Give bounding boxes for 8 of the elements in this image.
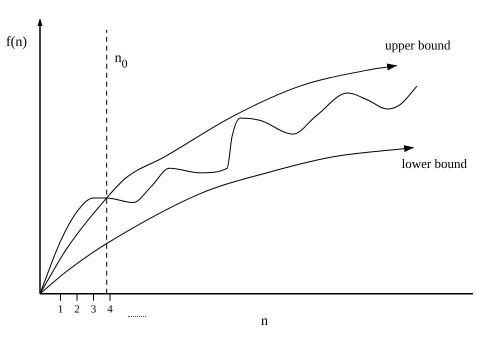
x-tick-label: 2 — [74, 303, 80, 316]
series-label: upper bound — [385, 38, 451, 53]
x-tick-label: 4 — [107, 303, 114, 316]
x-tick-label: 3 — [90, 303, 97, 316]
y-axis-title: f(n) — [6, 35, 28, 50]
x-axis-title: n — [261, 314, 268, 329]
x-tick-label: 1 — [58, 303, 64, 316]
legend-label: lower bound — [402, 156, 468, 171]
